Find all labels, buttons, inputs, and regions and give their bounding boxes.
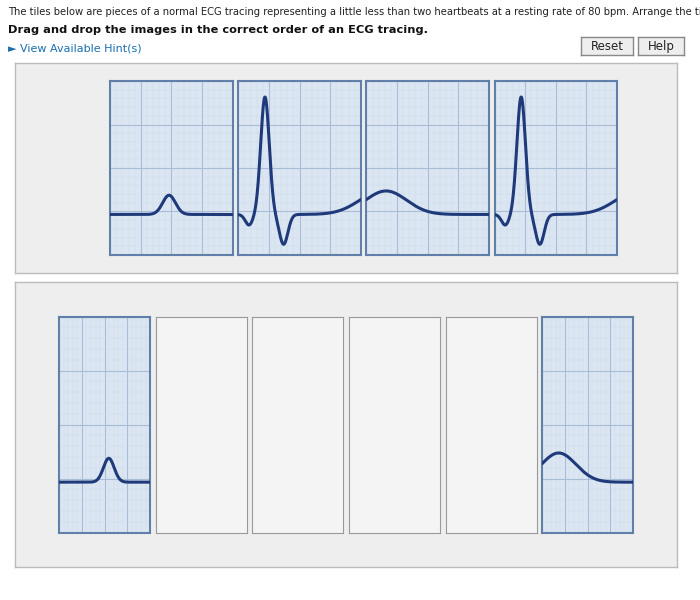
Text: Drag and drop the images in the correct order of an ECG tracing.: Drag and drop the images in the correct … bbox=[8, 25, 428, 35]
Text: Reset: Reset bbox=[591, 40, 624, 53]
Text: ► View Available Hint(s): ► View Available Hint(s) bbox=[8, 43, 142, 53]
Text: Help: Help bbox=[648, 40, 675, 53]
Text: The tiles below are pieces of a normal ECG tracing representing a little less th: The tiles below are pieces of a normal E… bbox=[8, 7, 700, 17]
